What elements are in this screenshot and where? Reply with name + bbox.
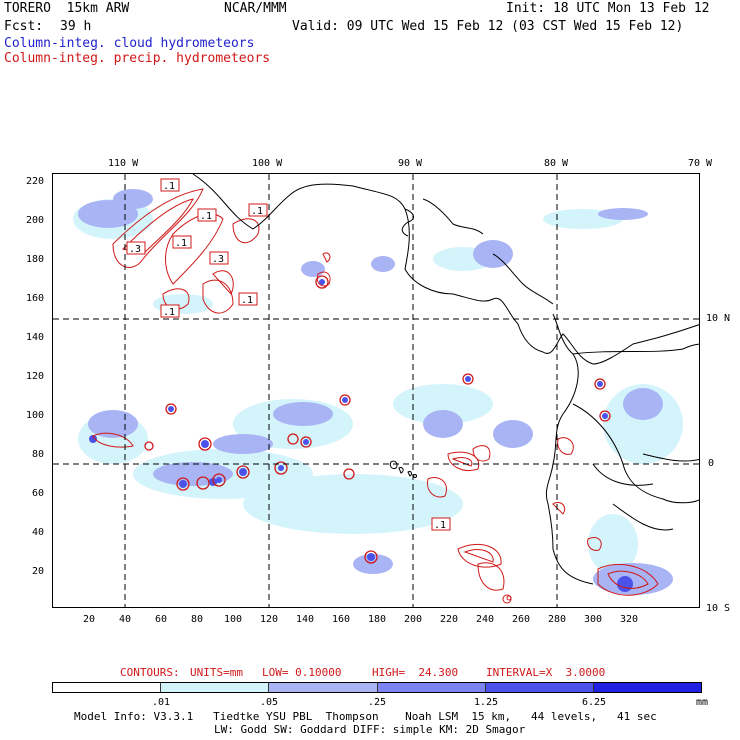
lon-label-100w: 100 W xyxy=(252,158,283,169)
y-tick: 40 xyxy=(32,527,45,538)
x-tick: 160 xyxy=(332,614,351,625)
legend-swatch xyxy=(161,683,270,692)
y-tick: 160 xyxy=(26,293,45,304)
legend-label: .25 xyxy=(368,697,387,708)
model-physics-line: LW: Godd SW: Goddard DIFF: simple KM: 2D… xyxy=(214,723,526,736)
valid-time: Valid: 09 UTC Wed 15 Feb 12 (03 CST Wed … xyxy=(292,19,684,34)
field-cloud-title: Column-integ. cloud hydrometeors xyxy=(4,36,255,51)
contour-label: .1 xyxy=(251,206,263,217)
contour-label: .1 xyxy=(200,211,212,222)
lat-label-10s: 10 S xyxy=(706,603,731,614)
x-tick: 120 xyxy=(260,614,279,625)
contours-title: CONTOURS: xyxy=(120,666,180,679)
contour-label: .1 xyxy=(241,295,253,306)
legend-swatch xyxy=(269,683,378,692)
y-tick: 220 xyxy=(26,176,45,187)
contour-label: .3 xyxy=(212,254,224,265)
cloud-light-areas xyxy=(73,199,683,574)
fcst-value: 39 h xyxy=(60,19,92,34)
y-tick: 80 xyxy=(32,449,45,460)
contour-label: .1 xyxy=(163,181,175,192)
x-tick: 280 xyxy=(548,614,567,625)
contour-label: .1 xyxy=(163,307,175,318)
x-tick: 240 xyxy=(476,614,495,625)
x-tick: 60 xyxy=(155,614,168,625)
contour-label: .3 xyxy=(129,244,141,255)
legend-swatch xyxy=(485,683,594,692)
cloud-strong-cores xyxy=(89,279,633,592)
x-tick: 180 xyxy=(368,614,387,625)
x-tick: 140 xyxy=(296,614,315,625)
legend-label: .05 xyxy=(260,697,279,708)
cloud-medium-areas xyxy=(78,189,673,595)
organization: NCAR/MMM xyxy=(224,1,287,16)
lon-label-110w: 110 W xyxy=(108,158,139,169)
contour-label-boxes xyxy=(126,178,451,531)
lat-lon-grid xyxy=(53,174,699,607)
x-tick: 260 xyxy=(512,614,531,625)
legend-swatch xyxy=(53,683,162,692)
contours-interval: INTERVAL=X 3.0000 xyxy=(486,666,606,679)
init-time: Init: 18 UTC Mon 13 Feb 12 xyxy=(506,1,710,16)
lon-label-70w: 70 W xyxy=(688,158,713,169)
lat-label-10n: 10 N xyxy=(706,313,731,324)
lon-label-80w: 80 W xyxy=(544,158,569,169)
lon-label-90w: 90 W xyxy=(398,158,423,169)
contours-low: LOW= 0.10000 xyxy=(262,666,342,679)
y-tick: 60 xyxy=(32,488,45,499)
x-tick: 20 xyxy=(83,614,96,625)
precip-core-rings xyxy=(144,275,611,564)
x-tick: 100 xyxy=(224,614,243,625)
x-tick: 40 xyxy=(119,614,132,625)
contours-high: HIGH= 24.300 xyxy=(372,666,459,679)
legend-unit: mm xyxy=(696,697,709,708)
precip-contours xyxy=(92,188,659,604)
model-name: TORERO 15km ARW xyxy=(4,1,130,16)
map-panel: .1 .1 .1 .1 .3 .3 .1 .1 .1 xyxy=(52,173,700,608)
x-tick: 80 xyxy=(191,614,204,625)
lat-label-0: 0 xyxy=(708,458,715,469)
y-tick: 180 xyxy=(26,254,45,265)
model-info-line: Model Info: V3.3.1 Tiedtke YSU PBL Thomp… xyxy=(74,710,657,723)
y-tick: 120 xyxy=(26,371,45,382)
x-tick: 220 xyxy=(440,614,459,625)
y-tick: 200 xyxy=(26,215,45,226)
x-tick: 200 xyxy=(404,614,423,625)
contours-units: UNITS=mm xyxy=(190,666,243,679)
x-tick: 300 xyxy=(584,614,603,625)
legend-label: 6.25 xyxy=(582,697,607,708)
legend-swatch xyxy=(593,683,702,692)
legend-label: .01 xyxy=(152,697,171,708)
fcst-label: Fcst: xyxy=(4,19,44,34)
legend-color-bar xyxy=(52,682,702,693)
contour-label: .1 xyxy=(434,520,446,531)
map-canvas: .1 .1 .1 .1 .3 .3 .1 .1 .1 xyxy=(53,174,699,607)
contour-label: .1 xyxy=(175,238,187,249)
y-tick: 20 xyxy=(32,566,45,577)
legend-label: 1.25 xyxy=(474,697,499,708)
field-precip-title: Column-integ. precip. hydrometeors xyxy=(4,51,271,66)
y-tick: 140 xyxy=(26,332,45,343)
legend-swatch xyxy=(377,683,486,692)
x-tick: 320 xyxy=(620,614,639,625)
y-tick: 100 xyxy=(26,410,45,421)
contour-label-texts: .1 .1 .1 .1 .3 .3 .1 .1 .1 xyxy=(129,181,446,531)
